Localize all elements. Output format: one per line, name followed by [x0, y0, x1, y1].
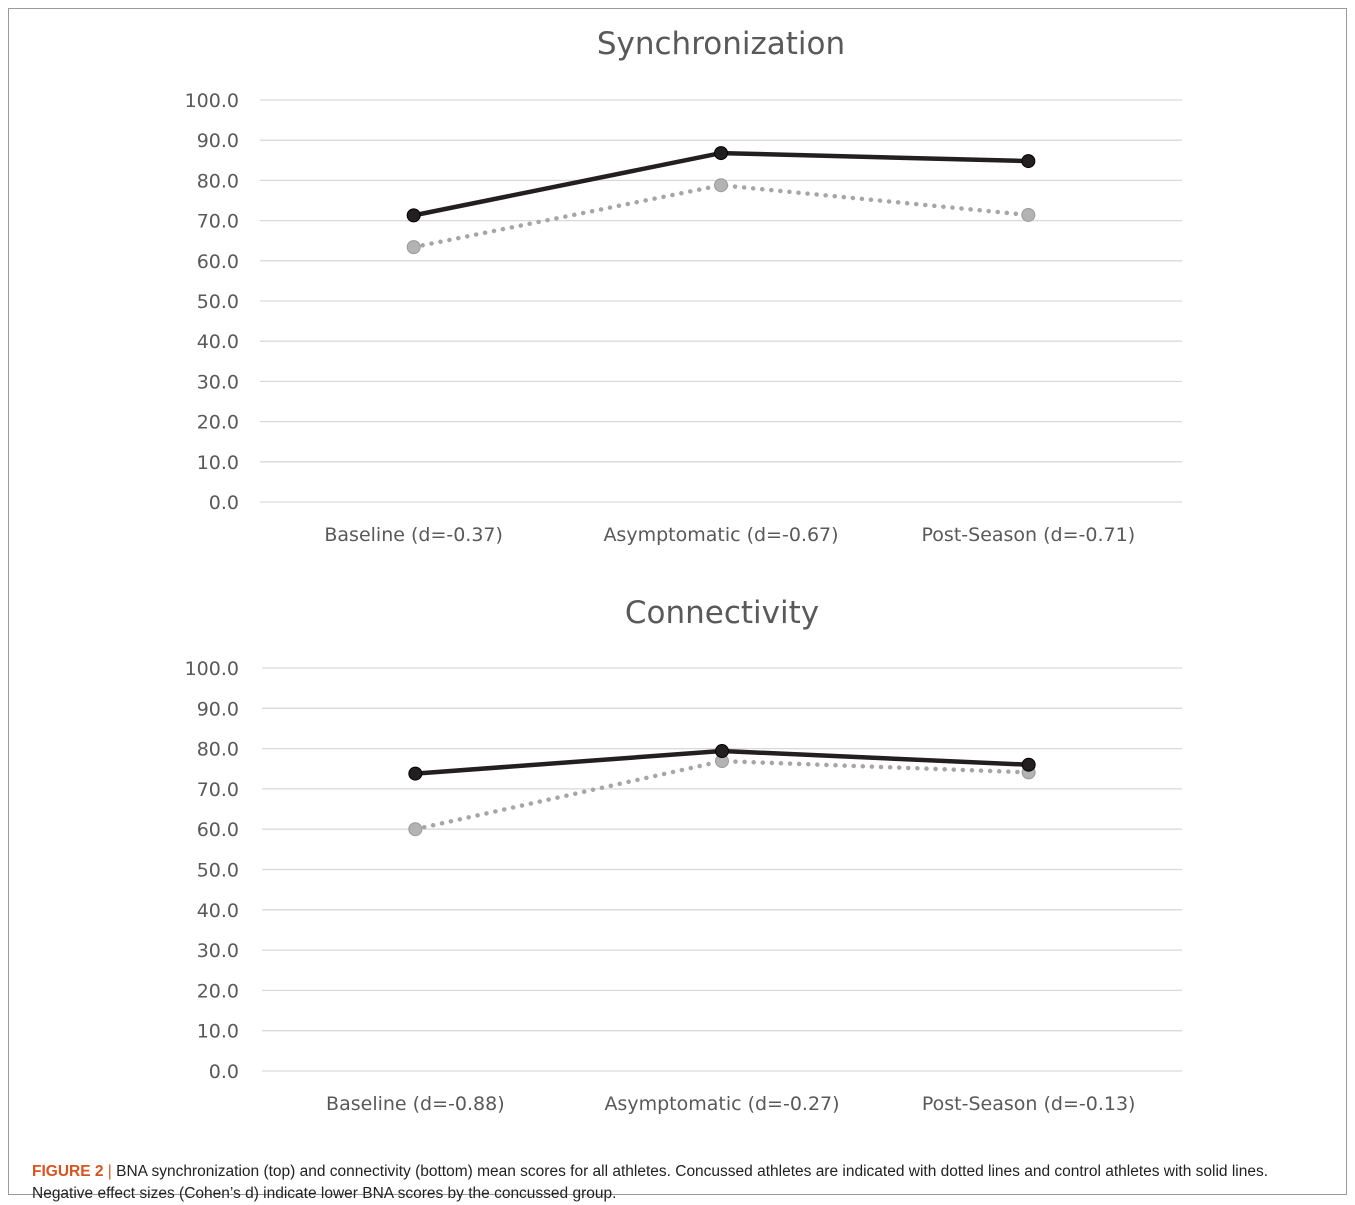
y-tick-label: 60.0 [197, 251, 239, 273]
data-point-solid [1021, 154, 1036, 169]
x-category-label: Baseline (d=-0.37) [324, 524, 503, 546]
x-category-label: Post-Season (d=-0.13) [922, 1093, 1136, 1115]
y-tick-label: 10.0 [197, 452, 239, 474]
x-category-label: Baseline (d=-0.88) [326, 1093, 505, 1115]
y-tick-label: 10.0 [197, 1021, 239, 1043]
x-category-label: Asymptomatic (d=-0.67) [603, 524, 838, 546]
y-tick-label: 80.0 [197, 170, 239, 192]
y-tick-label: 40.0 [197, 331, 239, 353]
data-point-solid [1021, 757, 1036, 772]
caption-text: BNA synchronization (top) and connectivi… [32, 1163, 1269, 1202]
data-point-dotted [408, 822, 423, 837]
chart-title: Connectivity [625, 595, 819, 631]
y-tick-label: 70.0 [197, 779, 239, 801]
y-tick-label: 100.0 [185, 90, 239, 112]
y-tick-label: 20.0 [197, 980, 239, 1002]
figure-caption: FIGURE 2 | BNA synchronization (top) and… [32, 1161, 1332, 1205]
y-tick-label: 80.0 [197, 739, 239, 761]
data-point-solid [406, 208, 421, 223]
y-tick-label: 90.0 [197, 698, 239, 720]
data-point-solid [714, 146, 728, 161]
y-tick-label: 50.0 [197, 291, 239, 313]
charts-canvas: Synchronization 0.0 10.0 20.0 30.0 40.0 50.0 60… [185, 26, 1182, 1115]
y-tick-label: 0.0 [209, 492, 239, 514]
figure-label: FIGURE 2 [32, 1163, 104, 1180]
y-tick-label: 70.0 [197, 211, 239, 233]
y-tick-label: 0.0 [209, 1061, 239, 1083]
series-line-dotted [411, 182, 1031, 250]
data-point-dotted [1021, 207, 1036, 222]
chart-title: Synchronization [597, 26, 845, 62]
y-tick-label: 90.0 [197, 130, 239, 152]
y-tick-label: 100.0 [185, 658, 239, 680]
series-line-dotted [413, 758, 1031, 832]
chart-0: Synchronization 0.0 10.0 20.0 30.0 40.0 50.0 60… [185, 26, 1182, 546]
y-tick-label: 30.0 [197, 371, 239, 393]
data-point-dotted [714, 178, 728, 193]
data-point-dotted [406, 240, 421, 255]
y-tick-label: 20.0 [197, 412, 239, 434]
y-tick-label: 40.0 [197, 900, 239, 922]
y-tick-label: 50.0 [197, 860, 239, 882]
y-tick-label: 30.0 [197, 940, 239, 962]
figure-separator: | [103, 1163, 117, 1180]
data-point-solid [715, 744, 729, 759]
chart-1: Connectivity 0.0 10.0 20.0 30.0 40.0 50.0 60.0 7… [185, 595, 1182, 1115]
data-point-solid [408, 766, 423, 781]
x-category-label: Post-Season (d=-0.71) [922, 524, 1136, 546]
figure-frame: Synchronization 0.0 10.0 20.0 30.0 40.0 50.0 60… [8, 8, 1347, 1202]
y-tick-label: 60.0 [197, 819, 239, 841]
x-category-label: Asymptomatic (d=-0.27) [604, 1093, 839, 1115]
